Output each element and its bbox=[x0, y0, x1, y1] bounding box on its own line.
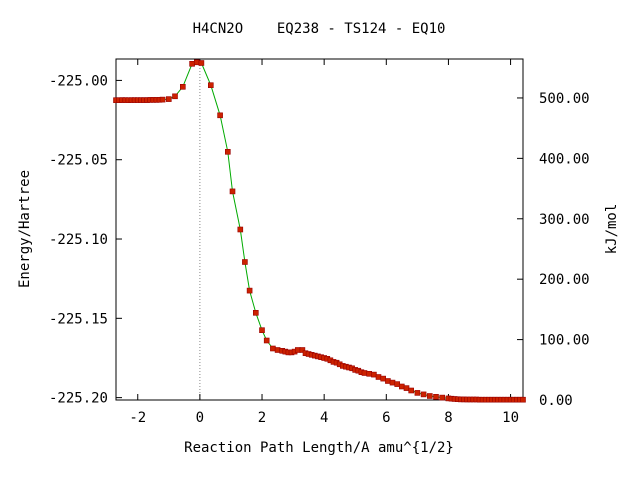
x-tick-label: -2 bbox=[129, 410, 146, 426]
data-point bbox=[194, 59, 200, 66]
data-point bbox=[375, 374, 382, 380]
data-point bbox=[270, 345, 276, 352]
chart-title: H4CN2O EQ238 - TS124 - EQ10 bbox=[193, 21, 446, 37]
y-tick-label: -225.05 bbox=[49, 153, 108, 169]
y-axis-label: Energy/Hartree bbox=[17, 170, 33, 288]
data-point bbox=[426, 393, 433, 399]
data-point bbox=[237, 226, 244, 233]
data-point bbox=[380, 375, 387, 382]
data-point bbox=[408, 387, 415, 394]
data-point bbox=[520, 396, 526, 403]
data-point bbox=[180, 84, 186, 90]
y-tick-label: -225.10 bbox=[49, 232, 108, 248]
data-point bbox=[394, 381, 401, 387]
x-axis-label: Reaction Path Length/A amu^{1/2} bbox=[184, 440, 454, 456]
data-point bbox=[253, 309, 259, 316]
x-tick-label: 4 bbox=[320, 410, 328, 426]
data-point bbox=[208, 82, 214, 88]
energy-series-line bbox=[116, 61, 523, 401]
y2-tick-label: 400.00 bbox=[539, 151, 590, 167]
y-tick-label: -225.20 bbox=[49, 391, 108, 407]
data-point bbox=[299, 347, 306, 353]
y2-tick-label: 300.00 bbox=[539, 212, 590, 228]
energy-series-markers bbox=[113, 59, 526, 403]
y-axis-ticks: -225.00 -225.05 -225.10 -225.15 -225.20 bbox=[49, 73, 122, 407]
x-tick-label: 6 bbox=[382, 410, 390, 426]
x-tick-label: 8 bbox=[444, 410, 452, 426]
data-point bbox=[433, 393, 439, 400]
y2-tick-label: 500.00 bbox=[539, 91, 590, 107]
data-point bbox=[420, 391, 427, 398]
x-tick-label: 2 bbox=[258, 410, 266, 426]
y-tick-label: -225.00 bbox=[49, 73, 108, 89]
y2-tick-label: 0.00 bbox=[539, 393, 573, 409]
y2-tick-label: 100.00 bbox=[539, 333, 590, 349]
data-point bbox=[294, 347, 301, 353]
y2-axis-label: kJ/mol bbox=[604, 204, 620, 255]
x-axis-ticks: -2 0 2 4 6 8 10 bbox=[129, 59, 519, 426]
data-point bbox=[439, 394, 446, 401]
x-tick-label: 10 bbox=[502, 410, 519, 426]
data-point bbox=[263, 337, 270, 344]
data-point bbox=[166, 96, 172, 102]
x-tick-label: 0 bbox=[196, 410, 204, 426]
data-point bbox=[371, 371, 377, 378]
y2-axis-ticks: 0.00 100.00 200.00 300.00 400.00 500.00 bbox=[517, 91, 590, 409]
data-point bbox=[242, 259, 248, 265]
data-point bbox=[389, 379, 396, 386]
data-point bbox=[198, 60, 205, 66]
data-point bbox=[361, 370, 368, 376]
data-point bbox=[229, 188, 236, 195]
data-point bbox=[259, 327, 265, 334]
data-point bbox=[403, 385, 410, 391]
data-point bbox=[385, 378, 391, 384]
data-point bbox=[172, 93, 178, 100]
data-point bbox=[366, 370, 373, 377]
data-point bbox=[246, 287, 253, 294]
data-point bbox=[159, 96, 166, 103]
y2-tick-label: 200.00 bbox=[539, 272, 590, 288]
data-point bbox=[414, 390, 421, 396]
data-point bbox=[225, 149, 231, 155]
y-tick-label: -225.15 bbox=[49, 311, 108, 327]
data-point bbox=[274, 347, 281, 353]
data-point bbox=[398, 383, 405, 390]
data-point bbox=[189, 60, 195, 67]
plot-frame bbox=[115, 58, 524, 401]
data-point bbox=[217, 112, 223, 119]
